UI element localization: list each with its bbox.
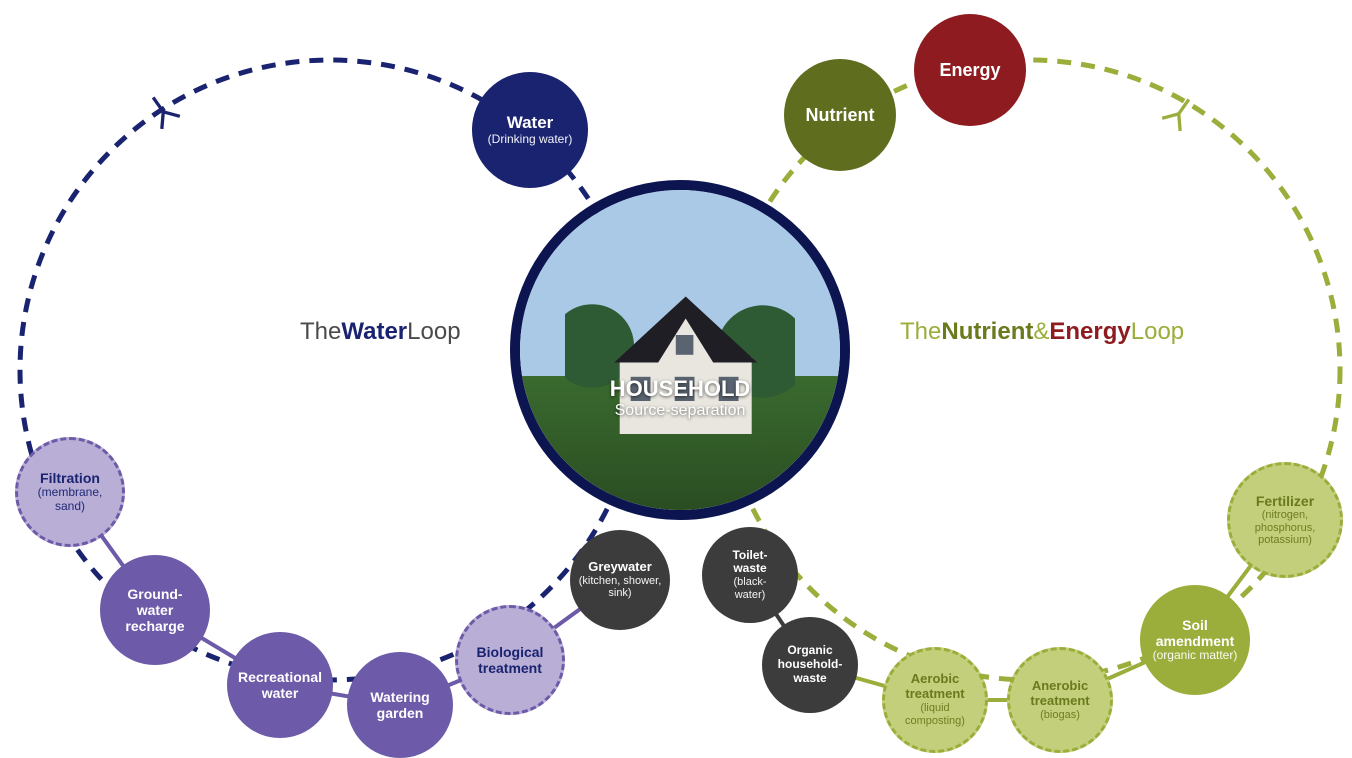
node-filtration-sub: (membrane, sand) xyxy=(18,486,122,514)
node-organic: Organic household- waste xyxy=(762,617,858,713)
node-soil-sub: (organic matter) xyxy=(1147,649,1244,663)
node-toiletwaste-title: Toilet- waste xyxy=(726,549,773,577)
node-energy-title: Energy xyxy=(933,60,1006,81)
node-anerobic: Anerobic treatment(biogas) xyxy=(1007,647,1113,753)
hub-title: HOUSEHOLD xyxy=(610,376,751,402)
household-hub: HOUSEHOLD Source-separation xyxy=(510,180,850,520)
nutrient-loop-arrow-icon xyxy=(1149,81,1210,142)
node-recreational-title: Recreational water xyxy=(227,669,333,701)
node-fertilizer-title: Fertilizer xyxy=(1250,493,1320,509)
node-filtration: Filtration(membrane, sand) xyxy=(15,437,125,547)
node-anerobic-sub: (biogas) xyxy=(1034,709,1086,722)
node-greywater: Greywater(kitchen, shower, sink) xyxy=(570,530,670,630)
node-aerobic-sub: (liquid composting) xyxy=(885,702,985,727)
node-recreational: Recreational water xyxy=(227,632,333,738)
water-loop-label: TheWaterLoop xyxy=(300,318,461,346)
node-water-sub: (Drinking water) xyxy=(482,133,579,147)
node-fertilizer-sub: (nitrogen, phosphorus, potassium) xyxy=(1230,509,1340,547)
node-watering: Watering garden xyxy=(347,652,453,758)
node-groundwater: Ground- water recharge xyxy=(100,555,210,665)
node-toiletwaste: Toilet- waste(black- water) xyxy=(702,527,798,623)
node-aerobic: Aerobic treatment(liquid composting) xyxy=(882,647,988,753)
node-watering-title: Watering garden xyxy=(347,689,453,721)
node-greywater-sub: (kitchen, shower, sink) xyxy=(570,575,670,600)
water-loop-arrow-icon xyxy=(131,79,192,140)
node-biological-title: Biological treatment xyxy=(458,644,562,676)
node-anerobic-title: Anerobic treatment xyxy=(1010,679,1110,709)
hub-subtitle: Source-separation xyxy=(610,402,751,420)
node-filtration-title: Filtration xyxy=(34,470,106,486)
hub-text: HOUSEHOLD Source-separation xyxy=(610,376,751,510)
diagram-canvas: TheWaterLoop TheNutrient&EnergyLoop HOUS… xyxy=(0,0,1352,756)
node-organic-title: Organic household- waste xyxy=(762,644,858,685)
node-nutrient-title: Nutrient xyxy=(800,105,881,126)
node-water: Water(Drinking water) xyxy=(472,72,588,188)
node-soil: Soil amendment(organic matter) xyxy=(1140,585,1250,695)
node-soil-title: Soil amendment xyxy=(1140,617,1250,649)
node-nutrient: Nutrient xyxy=(784,59,896,171)
node-fertilizer: Fertilizer(nitrogen, phosphorus, potassi… xyxy=(1227,462,1343,578)
node-biological: Biological treatment xyxy=(455,605,565,715)
node-toiletwaste-sub: (black- water) xyxy=(727,576,772,601)
node-groundwater-title: Ground- water recharge xyxy=(100,586,210,634)
node-water-title: Water xyxy=(501,113,560,133)
node-greywater-title: Greywater xyxy=(582,560,658,575)
node-aerobic-title: Aerobic treatment xyxy=(885,672,985,702)
nutrient-energy-loop-label: TheNutrient&EnergyLoop xyxy=(900,318,1184,346)
node-energy: Energy xyxy=(914,14,1026,126)
